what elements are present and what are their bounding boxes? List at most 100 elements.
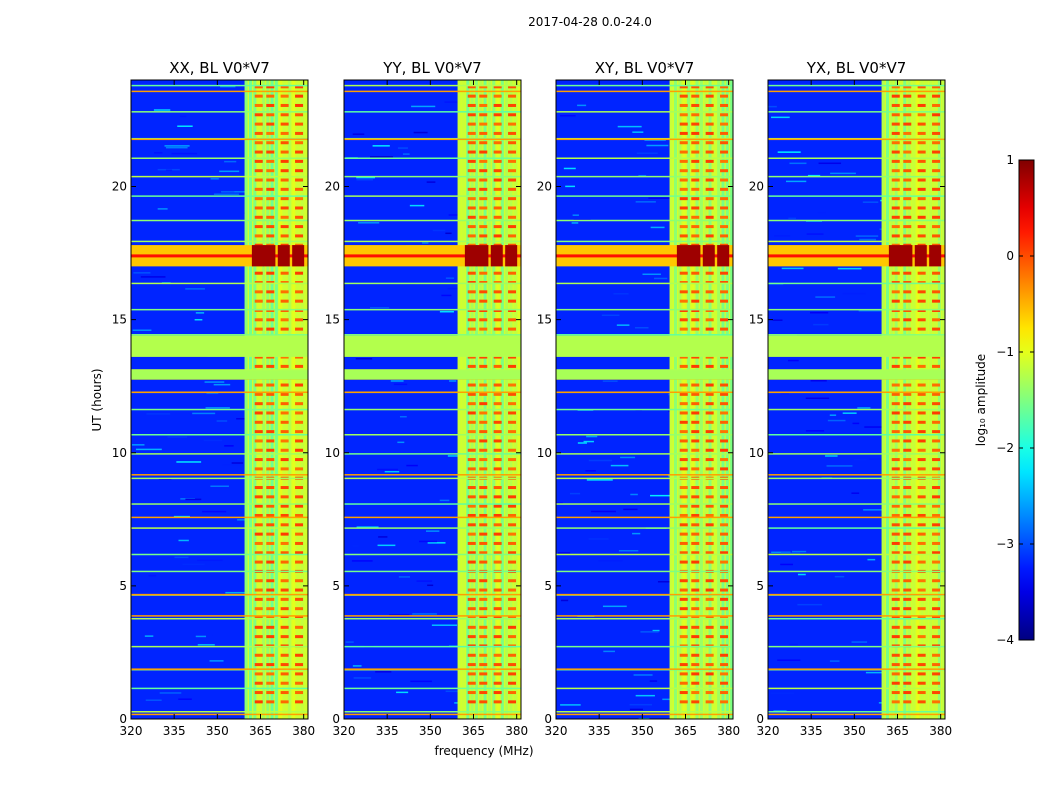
rfi-channel-segment (295, 467, 304, 471)
flagged-interval (131, 370, 308, 380)
rfi-channel-segment (493, 234, 502, 238)
noise-speck (616, 324, 630, 326)
noise-speck (603, 650, 615, 653)
rfi-channel-segment (280, 197, 289, 201)
rfi-channel-segment (254, 625, 263, 629)
rfi-channel-segment (917, 141, 926, 145)
rfi-channel-segment (705, 94, 714, 98)
noise-speck (635, 694, 655, 697)
rfi-channel-segment (295, 486, 304, 490)
x-tick-label: 320 (120, 724, 143, 738)
noise-speck (213, 193, 239, 196)
burst-peak (914, 245, 927, 267)
noise-speck (148, 574, 157, 577)
rfi-channel-segment (679, 681, 688, 685)
rfi-channel-segment (706, 76, 714, 79)
rfi-band-stripe (462, 80, 465, 719)
noise-speck (220, 85, 236, 88)
noise-speck (853, 458, 867, 461)
time-rfi-line-strong (344, 474, 521, 476)
rfi-band-stripe (924, 80, 928, 719)
rfi-channel-segment (508, 439, 517, 443)
rfi-channel-segment (917, 551, 926, 555)
rfi-channel-segment (891, 579, 900, 583)
colorbar-tick-label: 1 (1006, 153, 1014, 167)
noise-speck (153, 109, 171, 111)
rfi-channel-segment (254, 653, 263, 657)
noise-speck (390, 380, 404, 382)
rfi-channel-segment (891, 458, 900, 462)
noise-speck (789, 643, 798, 646)
rfi-channel-segment (679, 150, 688, 154)
rfi-channel-segment (254, 290, 263, 294)
rfi-channel-segment (891, 150, 900, 154)
rfi-channel-segment (891, 308, 900, 312)
rfi-channel-segment (917, 308, 926, 312)
rfi-band-stripe (457, 80, 461, 719)
rfi-channel-segment (679, 532, 688, 536)
noise-speck (867, 558, 876, 561)
noise-speck (222, 464, 243, 466)
rfi-channel-segment (891, 131, 900, 135)
rfi-channel-segment (705, 672, 714, 676)
noise-speck (157, 208, 168, 210)
rfi-channel-segment (691, 159, 700, 163)
rfi-band-stripe (903, 80, 907, 719)
rfi-band-stripe (253, 80, 257, 719)
y-tick-label: 5 (119, 579, 127, 593)
rfi-channel-segment (932, 635, 941, 639)
noise-speck (577, 104, 587, 107)
rfi-channel-segment (691, 131, 700, 135)
rfi-channel-segment (266, 439, 275, 443)
rfi-channel-segment (254, 364, 263, 368)
rfi-channel-segment (720, 94, 729, 98)
rfi-channel-segment (891, 364, 900, 368)
rfi-channel-segment (691, 318, 700, 322)
rfi-channel-segment (508, 187, 517, 191)
rfi-channel-segment (705, 308, 714, 312)
rfi-channel-segment (891, 113, 900, 117)
rfi-channel-segment (917, 215, 926, 219)
rfi-channel-segment (679, 308, 688, 312)
noise-speck (153, 152, 163, 154)
rfi-channel-segment (932, 504, 941, 508)
rfi-channel-segment (467, 402, 476, 406)
rfi-channel-segment (705, 113, 714, 117)
noise-speck (197, 644, 215, 646)
rfi-channel-segment (932, 700, 941, 704)
rfi-channel-segment (266, 532, 275, 536)
spectrogram-image (131, 80, 308, 719)
rfi-channel-segment (705, 653, 714, 657)
noise-speck (159, 692, 182, 694)
rfi-channel-segment (254, 579, 263, 583)
rfi-channel-segment (280, 588, 289, 592)
rfi-channel-segment (266, 430, 275, 434)
rfi-channel-segment (932, 355, 941, 359)
rfi-channel-segment (508, 169, 517, 173)
rfi-channel-segment (903, 383, 912, 387)
noise-speck (144, 635, 154, 637)
rfi-channel-segment (467, 467, 476, 471)
rfi-channel-segment (932, 94, 941, 98)
noise-speck (372, 145, 390, 147)
rfi-channel-segment (932, 551, 941, 555)
burst-core-line (768, 254, 945, 258)
noise-speck (439, 310, 454, 313)
rfi-channel-segment (493, 467, 502, 471)
rfi-channel-segment (720, 103, 729, 107)
x-tick-label: 365 (886, 724, 909, 738)
rfi-channel-segment (705, 271, 714, 275)
rfi-channel-segment (280, 94, 289, 98)
rfi-channel-segment (691, 141, 700, 145)
time-rfi-line-strong (768, 90, 945, 93)
rfi-channel-segment (508, 495, 517, 499)
rfi-channel-segment (679, 122, 688, 126)
time-rfi-line (768, 527, 945, 529)
noise-speck (449, 380, 457, 382)
rfi-channel-segment (720, 197, 729, 201)
rfi-channel-segment (467, 551, 476, 555)
rfi-channel-segment (891, 551, 900, 555)
rfi-channel-segment (508, 383, 517, 387)
time-rfi-line (556, 84, 733, 87)
noise-speck (221, 191, 235, 193)
